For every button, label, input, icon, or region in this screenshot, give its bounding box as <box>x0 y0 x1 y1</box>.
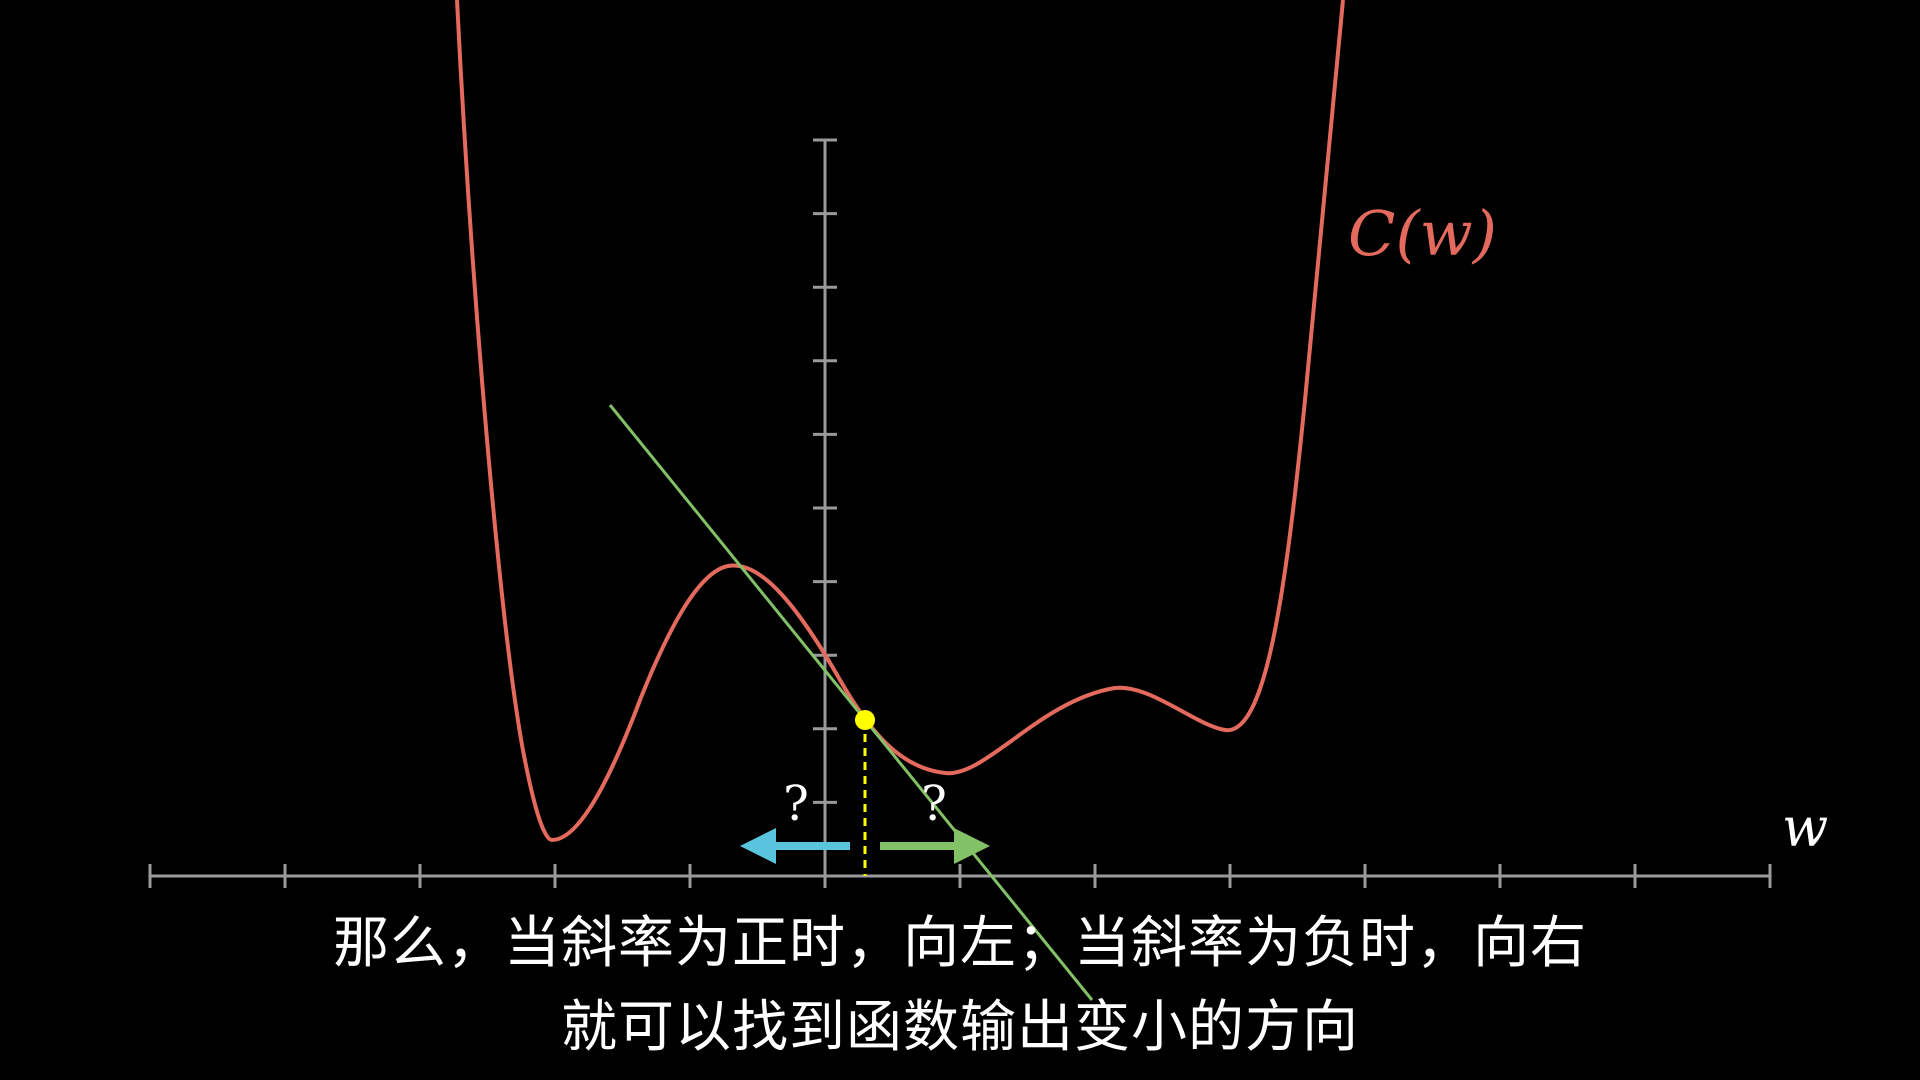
axis-label-w: w <box>1782 796 1828 859</box>
tangent-line <box>608 404 1094 1001</box>
subtitle-line-1: 那么，当斜率为正时，向左；当斜率为负时，向右 <box>333 911 1587 976</box>
left-arrow <box>740 828 850 864</box>
coordinate-axes <box>148 138 1772 888</box>
y-axis-ticks <box>813 138 837 804</box>
question-right: ? <box>921 776 947 832</box>
curve-label: C(w) <box>1348 197 1497 270</box>
subtitle-line-2: 就可以找到函数输出变小的方向 <box>561 995 1359 1060</box>
question-left: ? <box>783 776 809 832</box>
current-point <box>855 710 875 730</box>
x-axis-ticks <box>148 864 1772 888</box>
right-arrow <box>880 828 990 864</box>
cost-function-curve <box>455 0 1345 843</box>
